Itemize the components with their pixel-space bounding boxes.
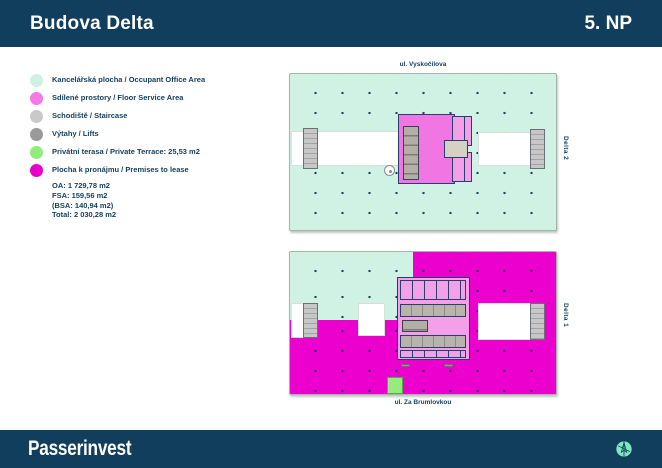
lift-lobby	[444, 140, 468, 158]
legend-item-service: Sdílené prostory / Floor Service Area	[30, 92, 280, 105]
legend: Kancelářská plocha / Occupant Office Are…	[30, 74, 280, 177]
core-rooms-bottom	[452, 152, 472, 182]
lift-shafts	[403, 126, 419, 180]
legend-item-lifts: Výtahy / Lifts	[30, 128, 280, 141]
lift-shafts	[402, 320, 428, 332]
legend-item-label: Plocha k pronájmu / Premises to lease	[52, 165, 189, 175]
spiral-stair-icon	[384, 165, 395, 176]
staircase-swatch	[30, 110, 43, 123]
legend-item-staircase: Schodiště / Staircase	[30, 110, 280, 123]
lease-bsa-value: (BSA: 140,94 m2)	[52, 200, 114, 210]
legend-item-label: Privátní terasa / Private Terrace: 25,53…	[52, 147, 200, 157]
lift-bank-lower	[400, 335, 466, 348]
terrace-swatch	[30, 146, 43, 159]
stair-tower-left	[303, 303, 318, 338]
core-rooms-bottom	[400, 350, 466, 358]
stair-tower-right	[530, 303, 545, 340]
legend-item-office: Kancelářská plocha / Occupant Office Are…	[30, 74, 280, 87]
building-label-delta1: Delta 1	[562, 303, 569, 328]
floor-plan-delta2	[289, 73, 557, 231]
footer-bar: Passerinvest	[0, 430, 662, 468]
lease-fsa-value: FSA: 159,56 m2	[52, 190, 108, 200]
header-bar: Budova Delta 5. NP	[0, 0, 662, 47]
legend-item-label: Výtahy / Lifts	[52, 129, 99, 139]
brand-logo: Passerinvest	[28, 437, 132, 460]
page-title: Budova Delta	[30, 12, 154, 34]
street-label-za-brumlovkou: ul. Za Brumlovkou	[394, 399, 452, 406]
office-area-swatch	[30, 74, 43, 87]
legend-item-label: Kancelářská plocha / Occupant Office Are…	[52, 75, 206, 85]
floor-label: 5. NP	[584, 12, 632, 34]
legend-item-label: Schodiště / Staircase	[52, 111, 128, 121]
legend-item-lease: Plocha k pronájmu / Premises to lease	[30, 164, 280, 177]
lease-total-value: Total: 2 030,28 m2	[52, 210, 117, 220]
light-well-core-left	[358, 303, 385, 336]
legend-item-label: Sdílené prostory / Floor Service Area	[52, 93, 184, 103]
core-stub-left	[401, 364, 410, 367]
core-rooms-top	[400, 280, 466, 300]
lift-bank-upper	[400, 304, 466, 317]
street-label-vyskocilova: ul. Vyskočilova	[399, 61, 447, 68]
service-area-swatch	[30, 92, 43, 105]
private-terrace-area	[387, 377, 403, 394]
stair-tower-right	[530, 129, 545, 169]
compass-icon	[614, 439, 634, 459]
lifts-swatch	[30, 128, 43, 141]
stair-tower-left	[303, 128, 318, 169]
floor-plan-delta1	[289, 251, 557, 395]
core-stub-right	[444, 364, 453, 367]
core-service-area	[397, 277, 470, 360]
legend-item-terrace: Privátní terasa / Private Terrace: 25,53…	[30, 146, 280, 159]
lease-oa-value: OA: 1 729,78 m2	[52, 181, 110, 190]
lease-swatch	[30, 164, 43, 177]
building-label-delta2: Delta 2	[562, 136, 569, 161]
lease-area-details: OA: 1 729,78 m2 FSA: 159,56 m2 (BSA: 140…	[52, 181, 116, 220]
office-area-topleft	[290, 252, 413, 278]
